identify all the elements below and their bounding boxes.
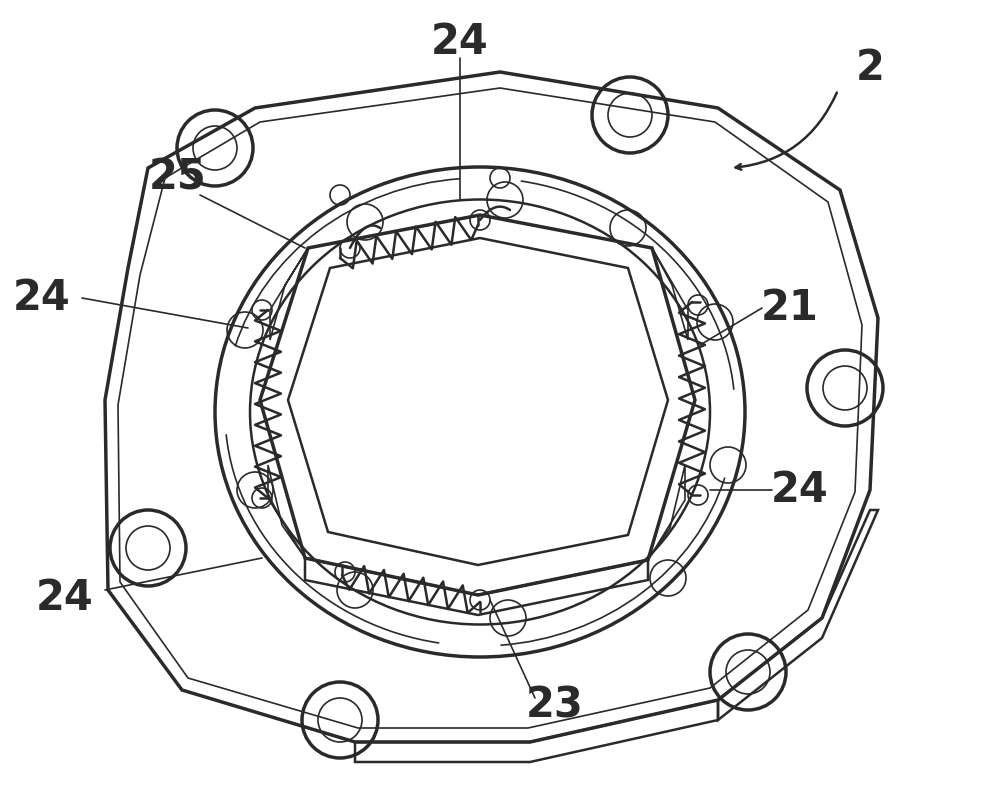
Text: 23: 23 — [526, 684, 584, 726]
Text: 25: 25 — [149, 157, 207, 199]
Text: 2: 2 — [855, 47, 884, 89]
Text: 24: 24 — [36, 577, 94, 619]
Text: 21: 21 — [761, 287, 819, 329]
Text: 24: 24 — [431, 21, 489, 63]
Text: 24: 24 — [771, 469, 829, 511]
Text: 24: 24 — [13, 277, 71, 319]
